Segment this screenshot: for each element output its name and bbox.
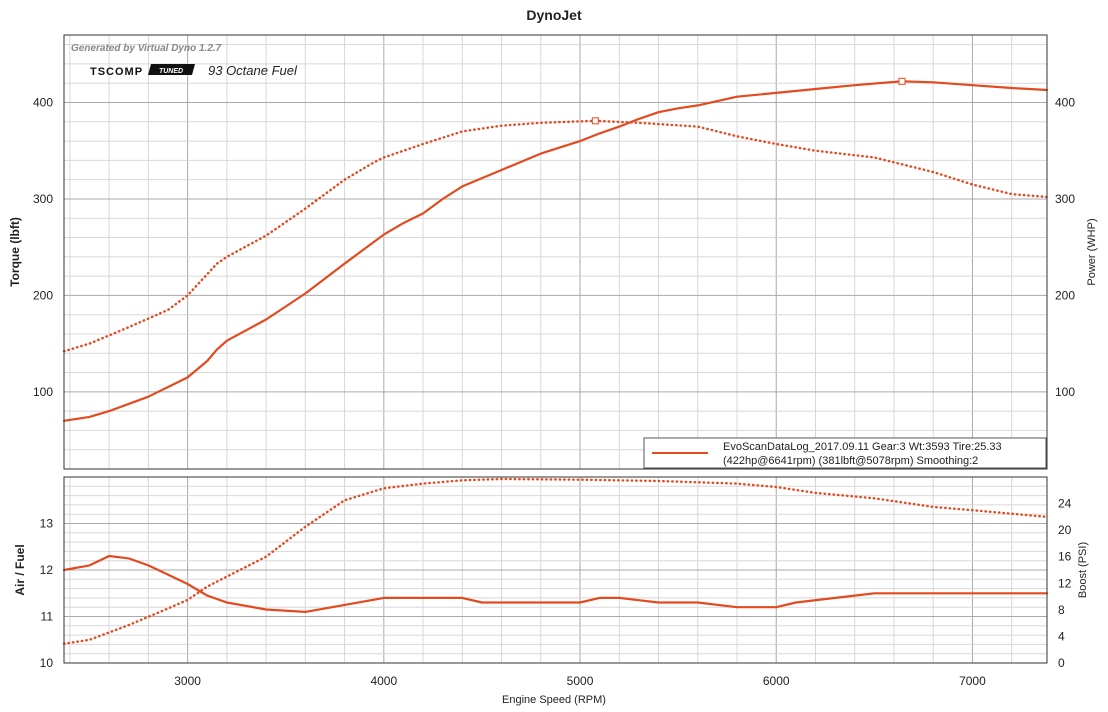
torque-axis-label: Torque (lbft) <box>8 217 22 287</box>
x-tick-labels: 3000 4000 5000 6000 7000 <box>174 674 986 688</box>
torque-line <box>62 119 1049 353</box>
top-ticks: 100 100 200 200 300 300 400 400 <box>33 96 1075 399</box>
logo-brand-text: TSCOMP <box>90 66 143 78</box>
airfuel-tick-11: 11 <box>41 610 54 624</box>
x-tick-5000: 5000 <box>567 674 594 688</box>
boost-line <box>62 477 1049 645</box>
fuel-label: 93 Octane Fuel <box>208 63 298 78</box>
airfuel-line <box>62 554 1049 614</box>
logo-badge-shape <box>148 64 195 75</box>
boost-tick-16: 16 <box>1058 550 1072 564</box>
legend-line-2: (422hp@6641rpm) (381lbft@5078rpm) Smooth… <box>723 455 978 467</box>
power-axis-label: Power (WHP) <box>1086 218 1098 285</box>
torque-tick-200: 200 <box>33 288 53 302</box>
torque-tick-100: 100 <box>33 385 53 399</box>
legend-box <box>643 437 1047 469</box>
logo-badge-text: TUNED <box>159 68 183 75</box>
chart-title: DynoJet <box>526 7 582 23</box>
airfuel-tick-12: 12 <box>40 563 54 577</box>
legend-line-1: EvoScanDataLog_2017.09.11 Gear:3 Wt:3593… <box>723 441 1002 453</box>
airfuel-boost-panel: 10 11 12 13 0 4 8 12 16 20 24 Air / Fuel Boost (PS… <box>13 476 1089 670</box>
legend: EvoScanDataLog_2017.09.11 Gear:3 Wt:3593… <box>643 437 1047 469</box>
x-tick-6000: 6000 <box>763 674 790 688</box>
x-tick-7000: 7000 <box>959 674 986 688</box>
x-tick-4000: 4000 <box>370 674 397 688</box>
airfuel-tick-10: 10 <box>40 656 54 670</box>
torque-tick-300: 300 <box>33 192 53 206</box>
peak-marker-2 <box>898 77 906 85</box>
airfuel-axis-label: Air / Fuel <box>13 544 27 595</box>
power-tick-100: 100 <box>1055 385 1075 399</box>
top-plot-frame <box>63 34 1048 470</box>
torque-tick-400: 400 <box>33 96 53 110</box>
torque-power-panel: 100 100 200 200 300 300 400 400 Torque (lbft) P… <box>8 34 1098 470</box>
boost-tick-4: 4 <box>1058 629 1065 643</box>
bottom-grid <box>64 477 1047 664</box>
boost-tick-20: 20 <box>1058 523 1072 537</box>
top-series-group <box>62 77 1049 422</box>
generator-watermark: Generated by Virtual Dyno 1.2.7 <box>71 43 222 54</box>
power-tick-400: 400 <box>1055 96 1075 110</box>
airfuel-tick-13: 13 <box>40 517 54 531</box>
boost-tick-0: 0 <box>1058 656 1065 670</box>
bottom-ticks: 10 11 12 13 0 4 8 12 16 20 24 <box>40 497 1072 670</box>
tscomp-logo: TSCOMP TUNED <box>90 64 195 78</box>
power-line <box>62 80 1049 422</box>
peak-marker-1 <box>591 117 599 125</box>
boost-tick-24: 24 <box>1058 497 1072 511</box>
power-tick-300: 300 <box>1055 192 1075 206</box>
boost-tick-8: 8 <box>1058 603 1065 617</box>
x-tick-3000: 3000 <box>174 674 201 688</box>
bottom-series-group <box>62 477 1049 645</box>
bottom-plot-frame <box>63 476 1048 664</box>
x-axis-label: Engine Speed (RPM) <box>502 694 606 706</box>
boost-tick-12: 12 <box>1058 576 1072 590</box>
power-tick-200: 200 <box>1055 288 1075 302</box>
top-plot-area <box>64 35 1047 469</box>
top-grid <box>64 35 1047 469</box>
boost-axis-label: Boost (PSI) <box>1077 542 1089 598</box>
